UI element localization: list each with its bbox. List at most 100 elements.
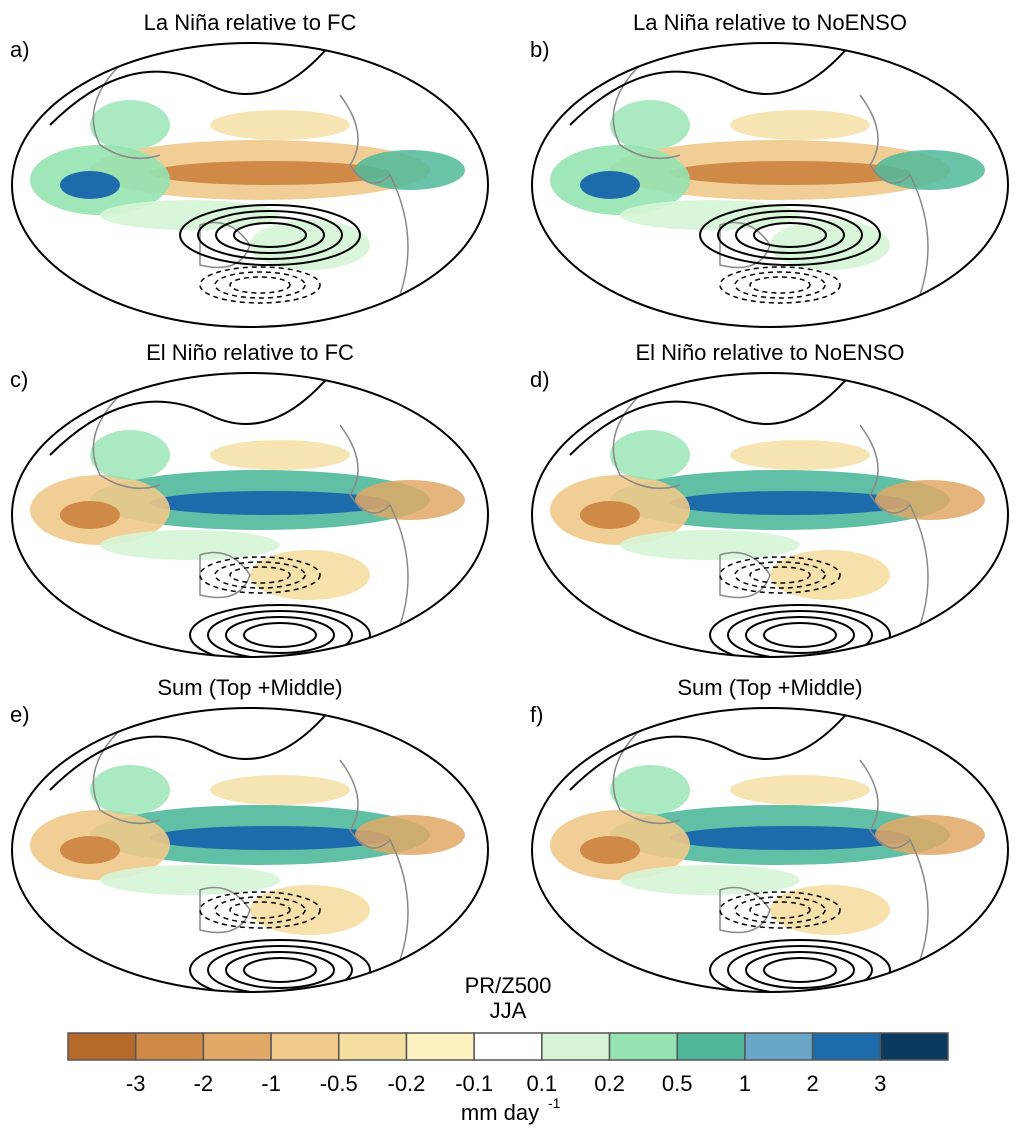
precip-patch — [60, 836, 120, 864]
colorbar-unit-exponent: -1 — [548, 1095, 561, 1111]
colorbar-box — [744, 1032, 814, 1061]
precip-band — [670, 161, 910, 185]
colorbar-label: 3 — [874, 1071, 886, 1096]
colorbar-box — [338, 1032, 408, 1061]
precip-patch — [875, 150, 985, 190]
precip-patch — [250, 885, 370, 935]
contour-negative — [214, 561, 306, 589]
colorbar-label: -0.2 — [388, 1071, 426, 1096]
colorbar-unit: mm day — [461, 1100, 539, 1125]
coastline — [612, 729, 681, 825]
contour — [197, 210, 343, 260]
coastline — [339, 94, 409, 296]
contour-negative — [719, 556, 841, 594]
contour — [49, 374, 331, 456]
precip-patch — [60, 171, 120, 199]
contour-negative — [749, 566, 811, 584]
contour — [735, 216, 845, 254]
precip-patch — [100, 530, 280, 560]
contour-negative — [734, 896, 826, 924]
panel-letter: c) — [10, 367, 28, 392]
contour-negative — [734, 271, 826, 299]
contour-negative — [214, 896, 306, 924]
map-border — [11, 707, 489, 993]
contour — [709, 604, 891, 657]
contour-negative — [214, 271, 306, 299]
coastline — [859, 759, 929, 961]
panel-letter: e) — [10, 702, 30, 727]
precip-patch — [620, 530, 800, 560]
colorbar-label: 2 — [806, 1071, 818, 1096]
coastline — [719, 551, 771, 599]
colorbar-label: 0.2 — [594, 1071, 625, 1096]
contour-negative — [199, 891, 321, 929]
map-border — [531, 42, 1009, 328]
coastline — [339, 759, 409, 961]
contour — [233, 222, 307, 248]
colorbar-label: 0.5 — [662, 1071, 693, 1096]
precip-patch — [60, 501, 120, 529]
coastline — [92, 394, 161, 490]
precip-patch — [210, 440, 350, 470]
precip-band — [670, 491, 910, 515]
precip-patch — [250, 220, 370, 270]
precip-patch — [210, 775, 350, 805]
colorbar-label: -0.1 — [455, 1071, 493, 1096]
contour-negative — [229, 566, 291, 584]
contour — [215, 216, 325, 254]
precip-band — [150, 826, 390, 850]
precip-band — [670, 826, 910, 850]
contour — [569, 374, 851, 456]
precip-patch — [770, 885, 890, 935]
contour-negative — [749, 901, 811, 919]
colorbar-box — [67, 1032, 137, 1061]
precip-patch — [875, 480, 985, 520]
contour — [189, 939, 371, 992]
coastline — [92, 729, 161, 825]
annotation: JJA — [490, 998, 527, 1023]
contour — [569, 709, 851, 791]
contour — [243, 622, 317, 648]
contour-negative — [229, 276, 291, 294]
contour-negative — [229, 901, 291, 919]
contour — [709, 939, 891, 992]
contour-negative — [734, 561, 826, 589]
contour — [699, 204, 881, 266]
contour — [569, 44, 851, 126]
map-border — [531, 372, 1009, 658]
contour — [243, 957, 317, 983]
colorbar-box — [202, 1032, 272, 1061]
precip-patch — [610, 100, 690, 150]
precip-patch — [210, 110, 350, 140]
map-panel — [12, 708, 488, 992]
contour — [745, 951, 855, 989]
coastline — [92, 64, 161, 160]
precip-patch — [355, 150, 465, 190]
map-panel — [532, 43, 1008, 327]
precip-band — [150, 161, 390, 185]
precip-patch — [580, 501, 640, 529]
coastline — [612, 64, 681, 160]
contour — [49, 44, 331, 126]
precip-patch — [90, 430, 170, 480]
contour — [189, 604, 371, 657]
precip-patch — [355, 480, 465, 520]
coastline — [339, 424, 409, 626]
map-panel — [532, 373, 1008, 657]
contour-negative — [719, 891, 841, 929]
panel-title: Sum (Top +Middle) — [677, 675, 862, 700]
colorbar-box — [879, 1032, 949, 1061]
colorbar-box — [608, 1032, 678, 1061]
colorbar-label: 0.1 — [527, 1071, 558, 1096]
colorbar-label: -1 — [261, 1071, 281, 1096]
contour — [207, 610, 353, 657]
precip-patch — [90, 100, 170, 150]
precip-band — [150, 491, 390, 515]
precip-patch — [770, 550, 890, 600]
contour — [727, 945, 873, 992]
panel-letter: d) — [530, 367, 550, 392]
map-border — [11, 42, 489, 328]
contour-negative — [199, 266, 321, 304]
precip-patch — [580, 171, 640, 199]
